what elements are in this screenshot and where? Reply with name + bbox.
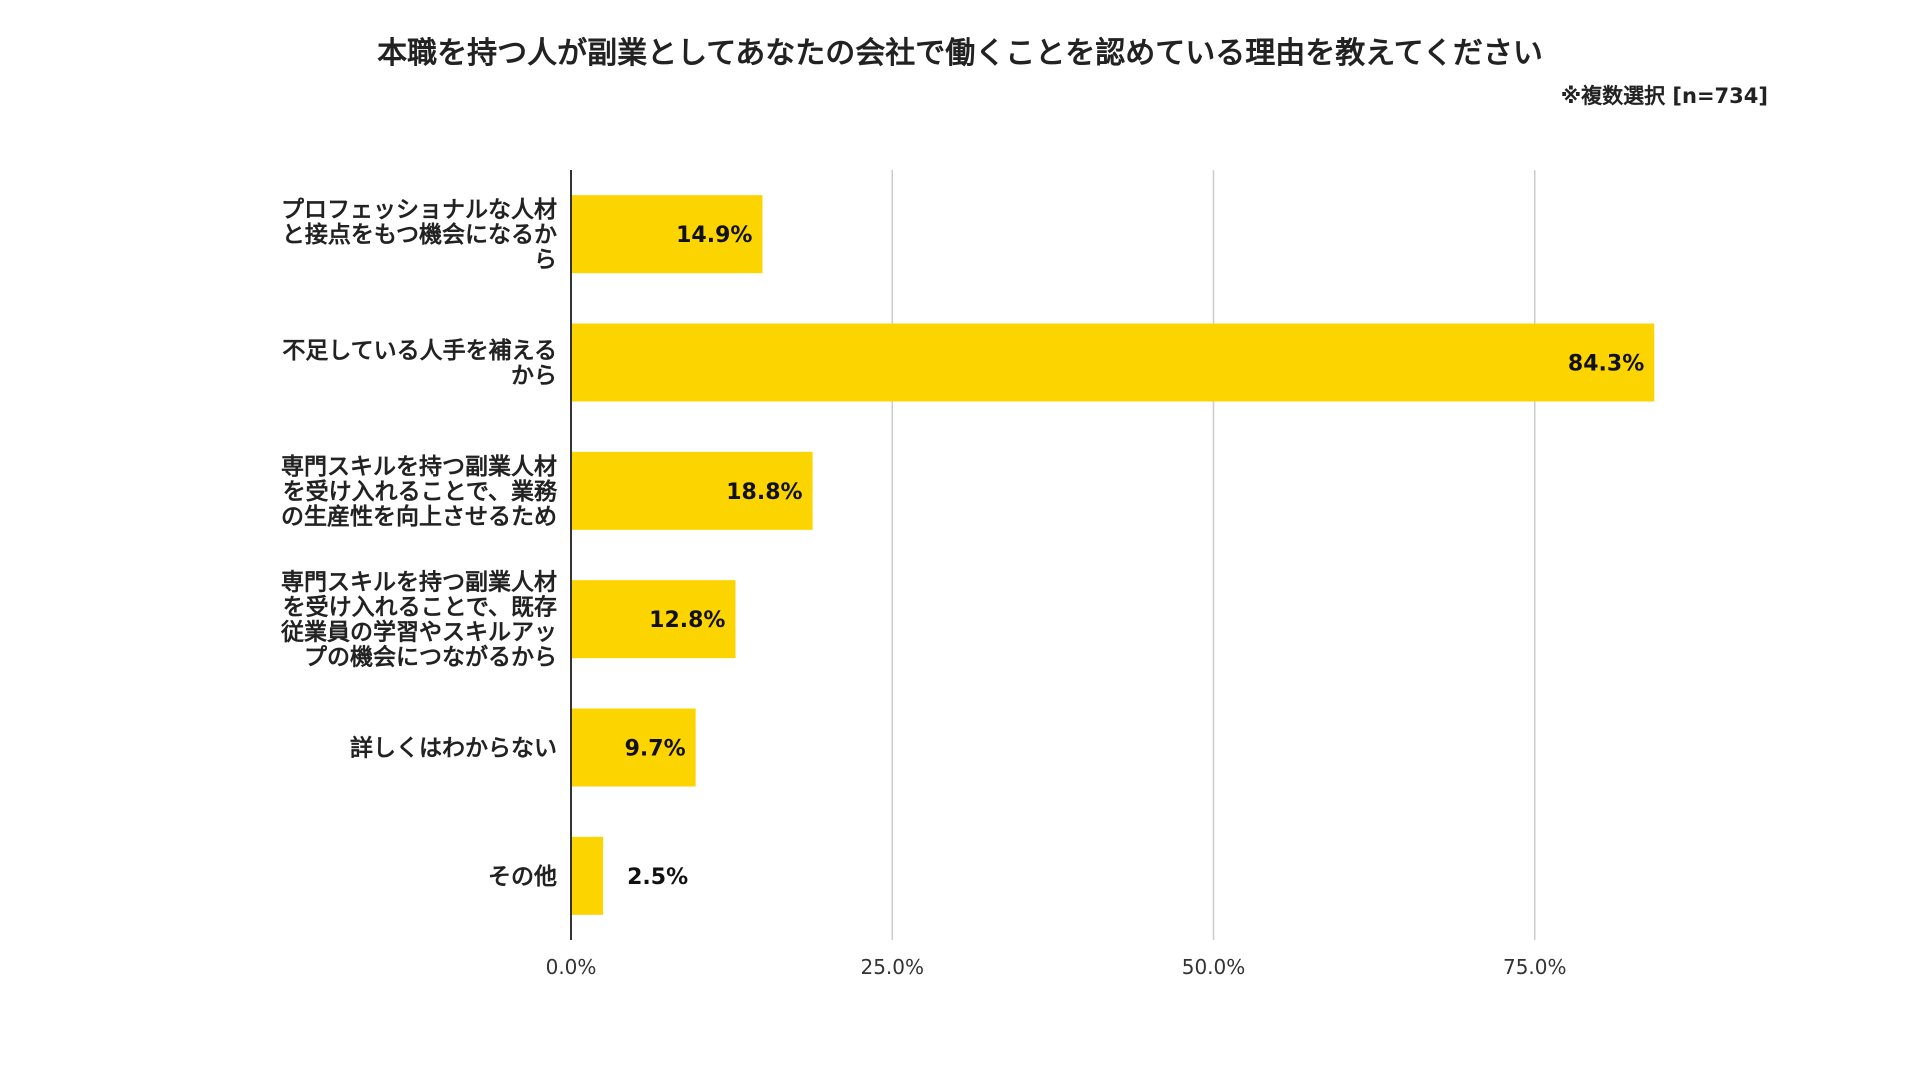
labels: 0.0% 25.0% 50.0% 75.0% 14.9% プロフェッショナルな人材と接点を… bbox=[280, 197, 1644, 979]
category-label-line: 不足している人手を補える bbox=[282, 338, 557, 364]
category-label-line: を受け入れることで、業務 bbox=[283, 478, 558, 505]
category-label-line: を受け入れることで、既存 bbox=[283, 594, 557, 621]
category-label-line: プロフェッショナルな人材 bbox=[281, 197, 557, 223]
category-label-line: 従業員の学習やスキルアッ bbox=[280, 619, 557, 646]
category-label-line: その他 bbox=[488, 864, 557, 890]
chart-subtitle: ※複数選択 [n=734] bbox=[1560, 84, 1768, 108]
value-label: 12.8% bbox=[649, 608, 725, 633]
bars bbox=[571, 195, 1655, 915]
category-label-line: から bbox=[511, 363, 557, 389]
category-label-line: ら bbox=[534, 247, 557, 273]
category-label-line: プの機会につながるから bbox=[304, 644, 557, 671]
category-label: その他 bbox=[488, 864, 557, 890]
category-label: 不足している人手を補えるから bbox=[282, 338, 557, 389]
bar bbox=[571, 580, 736, 659]
value-label: 9.7% bbox=[625, 737, 686, 762]
category-label: プロフェッショナルな人材と接点をもつ機会になるから bbox=[281, 197, 557, 273]
category-label: 専門スキルを持つ副業人材を受け入れることで、既存従業員の学習やスキルアップの機会… bbox=[280, 569, 557, 671]
value-label: 2.5% bbox=[627, 865, 688, 890]
gridlines bbox=[891, 170, 1536, 940]
category-label-line: の生産性を向上させるため bbox=[281, 503, 557, 530]
chart-title: 本職を持つ人が副業としてあなたの会社で働くことを認めている理由を教えてください bbox=[377, 36, 1543, 71]
x-tick-label: 25.0% bbox=[860, 955, 924, 979]
value-label: 84.3% bbox=[1568, 352, 1644, 377]
bar bbox=[571, 323, 1655, 402]
category-label-line: 専門スキルを持つ副業人材 bbox=[281, 569, 557, 596]
bar bbox=[571, 451, 813, 530]
bar bbox=[571, 708, 696, 787]
bar bbox=[571, 195, 763, 274]
category-label: 詳しくはわからない bbox=[350, 735, 557, 762]
value-label: 18.8% bbox=[726, 480, 802, 505]
x-tick-label: 75.0% bbox=[1503, 955, 1567, 979]
bar bbox=[571, 836, 604, 915]
category-label: 専門スキルを持つ副業人材を受け入れることで、業務の生産性を向上させるため bbox=[281, 453, 558, 530]
category-label-line: と接点をもつ機会になるか bbox=[282, 221, 557, 248]
value-label: 14.9% bbox=[676, 223, 752, 248]
x-tick-label: 0.0% bbox=[546, 955, 597, 979]
category-label-line: 詳しくはわからない bbox=[350, 735, 557, 762]
x-tick-label: 50.0% bbox=[1182, 955, 1246, 979]
category-label-line: 専門スキルを持つ副業人材 bbox=[281, 453, 557, 480]
